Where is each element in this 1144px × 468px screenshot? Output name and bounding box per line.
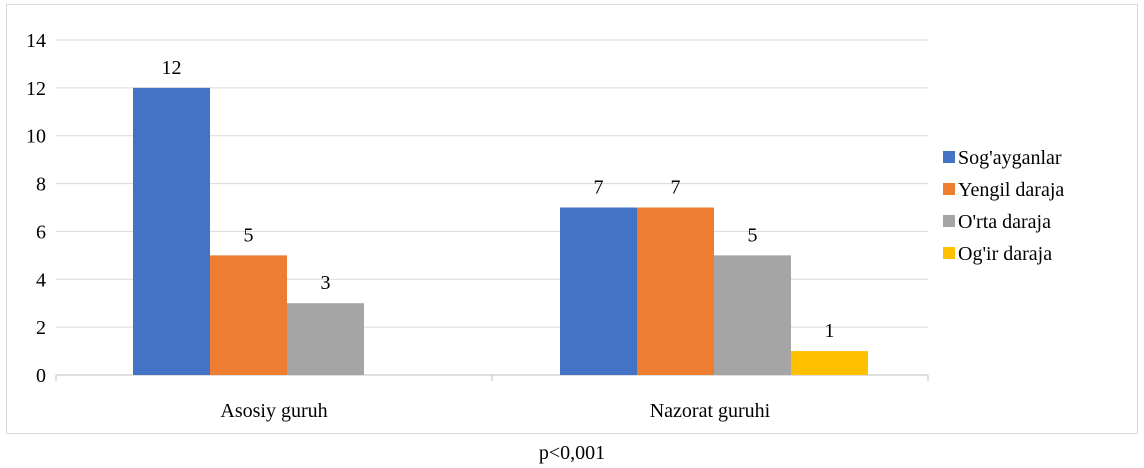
x-tick-label: Asosiy guruh: [220, 400, 327, 422]
legend-swatch: [943, 215, 955, 227]
bar: [560, 207, 637, 375]
bar: [791, 351, 868, 375]
p-value-note: p<0,001: [538, 442, 606, 464]
data-labels: 12 5 3 7 7 5 1: [162, 57, 835, 342]
data-label: 5: [748, 224, 758, 246]
y-tick-label: 8: [36, 174, 46, 196]
data-label: 3: [321, 272, 331, 294]
data-label: 7: [594, 177, 604, 199]
bar-chart: 0 2 4 6 8 10 12 14 Asosiy guruh Nazorat guruhi 12…: [26, 30, 1064, 422]
y-tick-label: 10: [26, 126, 46, 148]
bar: [714, 255, 791, 375]
legend-swatch: [943, 183, 955, 195]
legend-swatch: [943, 151, 955, 163]
y-tick-label: 12: [26, 78, 46, 100]
legend-label: Og'ir daraja: [958, 243, 1052, 265]
data-label: 1: [825, 320, 835, 342]
legend-swatch: [943, 247, 955, 259]
legend-label: O'rta daraja: [958, 211, 1051, 233]
x-tick-label: Nazorat guruhi: [650, 400, 771, 422]
data-label: 7: [671, 177, 681, 199]
legend-label: Sog'ayganlar: [958, 147, 1062, 169]
bar: [133, 87, 210, 375]
y-tick-label: 4: [36, 269, 46, 291]
axes: 0 2 4 6 8 10 12 14 Asosiy guruh Nazorat guruhi: [26, 30, 929, 422]
legend-label: Yengil daraja: [958, 179, 1064, 201]
legend: Sog'ayganlar Yengil daraja O'rta daraja Og'…: [943, 147, 1064, 265]
y-tick-label: 2: [36, 317, 46, 339]
data-label: 12: [162, 57, 182, 79]
y-tick-label: 0: [36, 365, 46, 387]
bar: [287, 303, 364, 375]
bar: [210, 255, 287, 375]
y-tick-label: 14: [26, 30, 46, 52]
bars: [133, 87, 868, 375]
bar: [637, 207, 714, 375]
y-tick-label: 6: [36, 221, 46, 243]
data-label: 5: [244, 224, 254, 246]
